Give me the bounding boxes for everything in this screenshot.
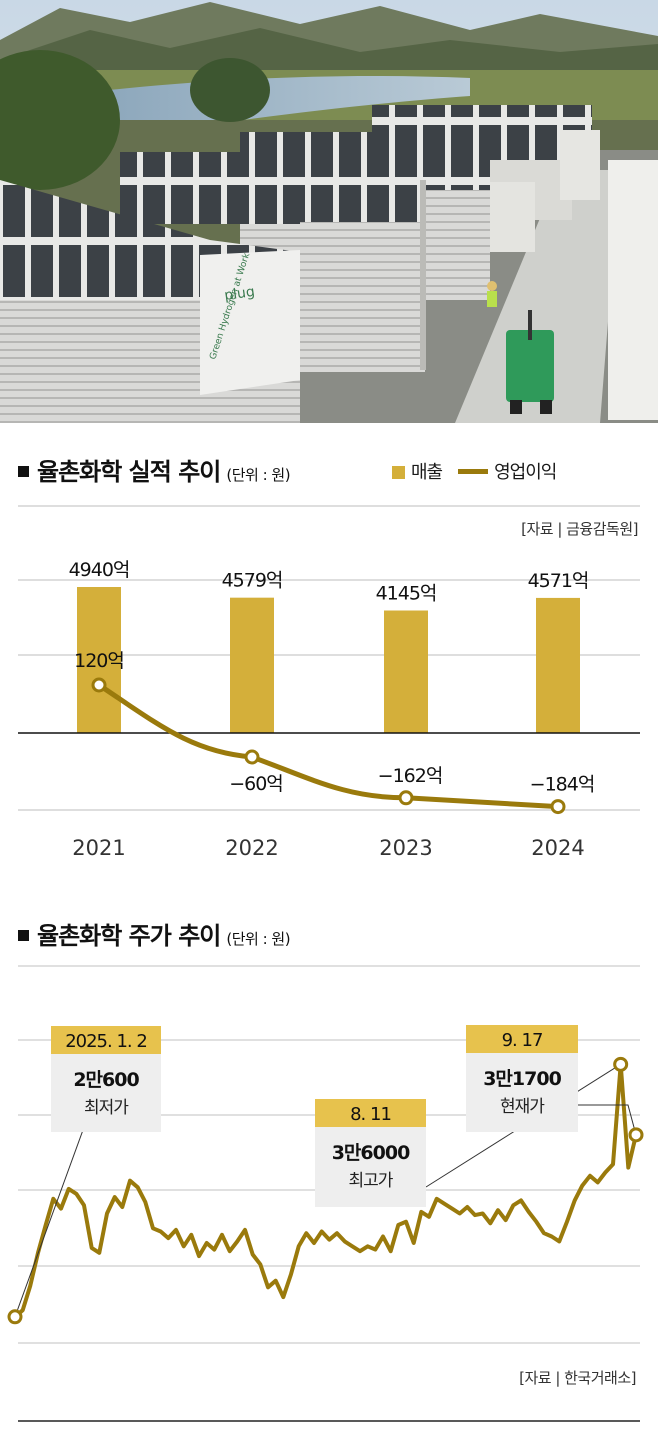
revenue-label: 4571억 [528,570,589,592]
revenue-bar [536,597,580,733]
operating-profit-point [550,799,566,815]
callout-box [315,1127,426,1207]
forklift [506,330,554,402]
revenue-bar [230,597,274,733]
stock-chart-title: 율촌화학 주가 추이 (단위 : 원) [18,916,291,951]
earnings-unit: (단위 : 원) [226,466,291,484]
earnings-source: [자료 | 금융감독원] [521,520,638,538]
stock-price-marker [628,1127,644,1143]
callout-leader [14,1107,92,1317]
operating-profit-label: −184억 [530,774,595,796]
revenue-label: 4145억 [376,582,437,604]
title-square-icon [18,930,29,941]
operating-profit-point [244,749,260,765]
callout-date: 2025. 1. 2 [65,1031,147,1052]
revenue-bar [77,587,121,733]
stock-price-line [13,1062,638,1319]
legend-line-swatch [458,469,489,474]
year-tick-label: 2022 [225,836,278,860]
stock-price-marker [7,1309,23,1325]
stock-source: [자료 | 한국거래소] [519,1369,636,1387]
stock-unit: (단위 : 원) [226,930,291,948]
earnings-legend: 매출 영업이익 [392,458,557,484]
year-tick-label: 2024 [531,836,584,860]
earnings-chart: 4940억 4579억 4145억 4571억 120억 −60억 −162억 −184억 20… [18,505,640,860]
legend-bar-swatch [392,466,405,479]
operating-profit-label: 120억 [74,650,124,672]
callout-date: 8. 11 [350,1104,391,1125]
revenue-label: 4579억 [222,570,283,592]
callout-date-bar [315,1099,426,1127]
callout-label: 최고가 [349,1171,394,1191]
legend-line-label: 영업이익 [494,462,557,483]
callout-date: 9. 17 [502,1030,543,1051]
operating-profit-label: −162억 [378,765,443,787]
callout-date-bar [466,1025,578,1053]
callout-leader [578,1104,637,1135]
legend-bar-label: 매출 [411,462,443,483]
year-tick-label: 2021 [72,836,125,860]
callout-label: 현재가 [500,1097,545,1117]
hero-photo: plug Green Hydrogen at Work [0,0,658,423]
revenue-label: 4940억 [69,559,130,581]
callout-label: 최저가 [84,1098,129,1118]
stock-price-marker [613,1056,629,1072]
callout-price: 2만600 [73,1069,139,1091]
callout-date-bar [51,1026,161,1054]
plug-logo: plug [223,284,255,304]
year-tick-label: 2023 [379,836,432,860]
earnings-chart-title: 율촌화학 실적 추이 (단위 : 원) [18,452,291,487]
revenue-bar [384,610,428,733]
operating-profit-label: −60억 [229,773,283,795]
callout-box [466,1053,578,1132]
operating-profit-point [398,790,414,806]
callout-box [51,1054,161,1132]
title-square-icon [18,466,29,477]
operating-profit-point [91,677,107,693]
callout-price: 3만6000 [332,1142,410,1164]
callout-price: 3만1700 [483,1068,561,1090]
